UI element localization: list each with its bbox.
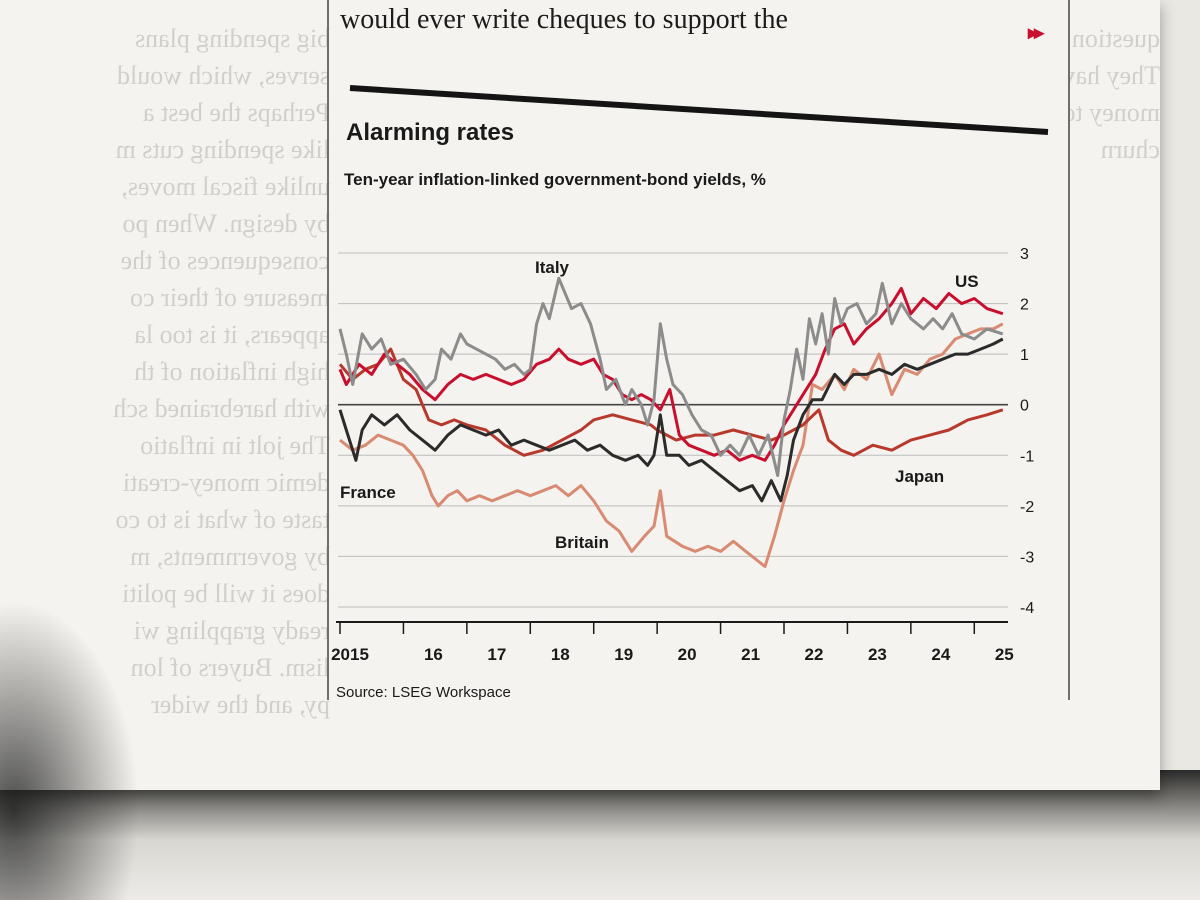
series-line-us: [338, 286, 1004, 462]
x-tick-label: 23: [868, 645, 887, 664]
y-tick-label: -4: [1020, 600, 1034, 617]
y-tick-label: 0: [1020, 398, 1029, 415]
x-tick-label: 19: [614, 645, 633, 664]
article-text-line: would ever write cheques to support the: [340, 4, 788, 35]
series-lines: [338, 276, 1004, 568]
column-rule-right: [1068, 0, 1070, 700]
y-tick-label: -1: [1020, 448, 1034, 465]
desk-shadow: [0, 770, 1200, 900]
series-label-britain: Britain: [555, 533, 609, 552]
series-label-japan: Japan: [895, 467, 944, 486]
x-tick-label: 2015: [331, 645, 369, 664]
x-tick-label: 21: [741, 645, 760, 664]
x-tick-label: 25: [995, 645, 1014, 664]
column-rule-left: [327, 0, 329, 700]
newspaper-page: big spending plans serves, which would Per…: [0, 0, 1160, 790]
series-label-france: France: [340, 483, 396, 502]
x-tick-label: 20: [678, 645, 697, 664]
y-tick-label: 1: [1020, 347, 1029, 364]
y-tick-label: -3: [1020, 549, 1034, 566]
series-label-us: US: [955, 272, 979, 291]
x-tick-label: 22: [805, 645, 824, 664]
y-tick-label: 3: [1020, 246, 1029, 263]
x-tick-label: 17: [487, 645, 506, 664]
series-labels: Italy US France Britain Japan: [340, 258, 979, 552]
series-line-italy: [338, 276, 1004, 477]
series-label-italy: Italy: [535, 258, 570, 277]
hand-shadow: [0, 600, 140, 900]
y-tick-label: 2: [1020, 297, 1029, 314]
series-line-britain: [339, 322, 1004, 568]
chart-source: Source: LSEG Workspace: [336, 684, 511, 701]
y-tick-label: -2: [1020, 499, 1034, 516]
chart-subtitle: Ten-year inflation-linked government-bon…: [344, 170, 766, 189]
series-line-japan: [338, 347, 1004, 457]
gridlines: [338, 252, 1008, 608]
series-line-france: [338, 337, 1004, 503]
chart-top-rule: [349, 85, 1049, 135]
chart-title: Alarming rates: [346, 119, 514, 146]
x-tick-label: 18: [551, 645, 570, 664]
x-tick-label: 24: [931, 645, 950, 664]
x-tick-label: 16: [424, 645, 443, 664]
